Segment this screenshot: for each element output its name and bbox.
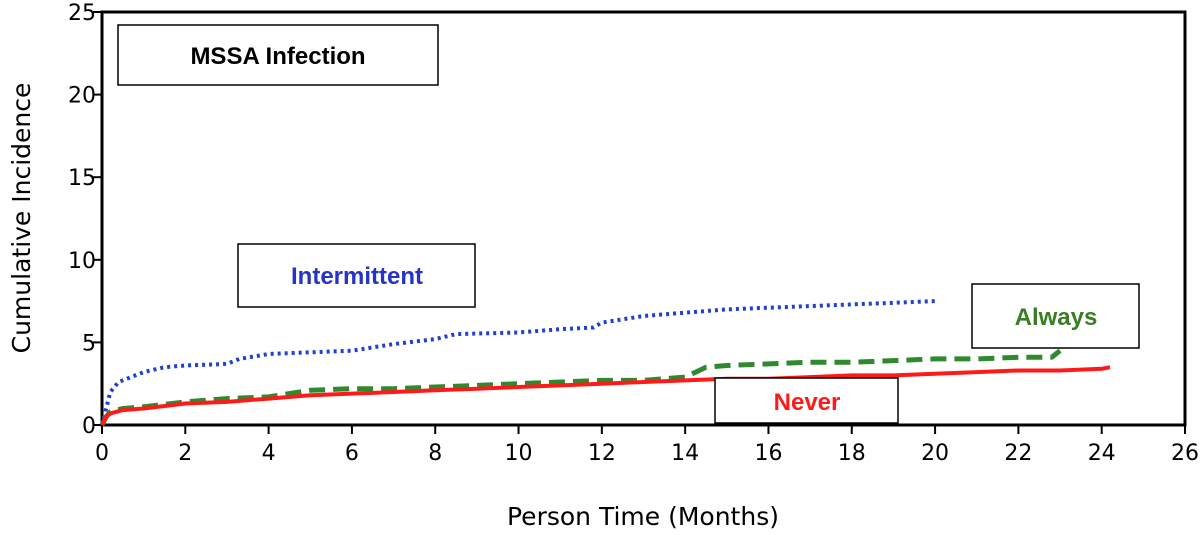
x-tick-label: 14 <box>671 441 699 466</box>
x-tick-label: 18 <box>838 441 866 466</box>
x-axis-title: Person Time (Months) <box>507 502 779 531</box>
x-axis-ticks: 0 2 4 6 8 10 12 14 16 18 20 22 24 26 <box>95 425 1199 466</box>
y-tick-label: 5 <box>82 331 96 356</box>
series-line-intermittent <box>100 299 936 426</box>
series-label-always: Always <box>1015 304 1098 331</box>
y-tick-label: 15 <box>68 166 96 191</box>
never-label-box: Never <box>714 377 899 424</box>
series-line-never <box>100 365 1111 426</box>
x-tick-label: 24 <box>1088 441 1116 466</box>
always-label-box: Always <box>971 283 1140 349</box>
x-tick-label: 2 <box>178 441 192 466</box>
x-tick-label: 16 <box>754 441 782 466</box>
plot-frame <box>100 10 1187 427</box>
x-tick-label: 6 <box>345 441 359 466</box>
x-tick-label: 4 <box>262 441 276 466</box>
y-axis-ticks: 0 5 10 15 20 25 <box>68 1 102 439</box>
x-tick-label: 20 <box>921 441 949 466</box>
x-tick-label: 26 <box>1171 441 1199 466</box>
y-tick-label: 0 <box>82 414 96 439</box>
x-tick-label: 12 <box>588 441 616 466</box>
y-tick-label: 10 <box>68 249 96 274</box>
y-tick-label: 25 <box>68 1 96 26</box>
y-axis-title: Cumulative Incidence <box>7 83 36 354</box>
series-label-intermittent: Intermittent <box>291 263 423 290</box>
series-label-never: Never <box>774 389 841 416</box>
series-lines <box>99 299 1111 427</box>
series-line-always <box>99 348 1062 427</box>
x-tick-label: 8 <box>428 441 442 466</box>
x-tick-label: 0 <box>95 441 109 466</box>
chart-title: MSSA Infection <box>190 43 365 70</box>
x-tick-label: 22 <box>1004 441 1032 466</box>
y-tick-label: 20 <box>68 84 96 109</box>
title-box: MSSA Infection <box>117 24 439 86</box>
x-tick-label: 10 <box>505 441 533 466</box>
intermittent-label-box: Intermittent <box>237 243 476 308</box>
